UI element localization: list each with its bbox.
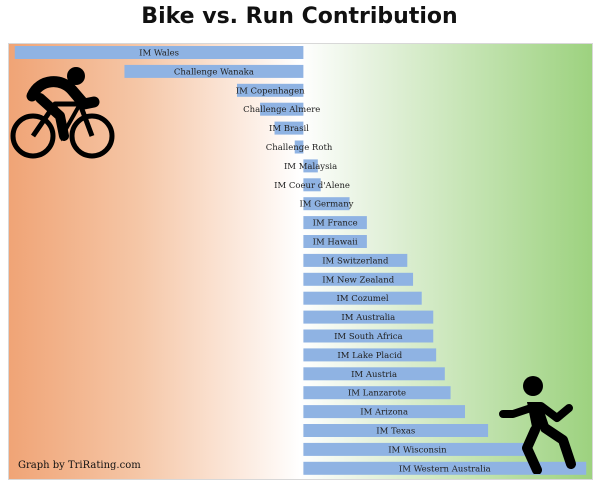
bar-im-arizona [303,405,466,419]
bar-im-hawaii [303,235,367,248]
bar-im-cozumel [303,291,422,305]
bar-challenge-wanaka [124,64,304,78]
bar-im-texas [303,424,489,437]
bar-im-western-australia [303,461,587,475]
bar-label: IM Texas [376,427,415,437]
bar-im-australia [303,310,434,324]
bar-im-south-africa [303,329,434,343]
bar-im-austria [303,367,445,381]
bar-im-wales [14,46,304,59]
runner-icon [499,376,576,474]
bar-label: IM Switzerland [322,256,389,266]
bar-im-lanzarote [303,386,451,400]
bar-label: IM Lanzarote [348,389,406,399]
bar-im-copenhagen [237,83,304,97]
bar-label: IM Wales [139,49,179,59]
bar-challenge-almere [260,102,304,116]
bar-im-malaysia [303,159,318,173]
bar-label: IM Malaysia [284,162,337,172]
bar-im-lake-placid [303,348,437,362]
bar-im-germany [303,197,350,211]
bar-label: IM France [313,219,358,229]
bar-label: IM Cozumel [336,294,388,304]
bar-label: IM Brasil [269,124,309,134]
bar-label: IM New Zealand [322,275,394,285]
plot-area: IM Wales Challenge Wanaka IM Copenhagen Cha… [8,43,593,480]
bar-label: IM Austria [351,370,397,380]
bar-label: IM Western Australia [399,464,491,474]
bar-chart: IM Wales Challenge Wanaka IM Copenhagen Cha… [14,46,587,475]
chart-title: Bike vs. Run Contribution [141,4,458,29]
bar-label: IM Coeur d'Alene [274,181,350,191]
bar-label: IM Hawaii [313,238,358,248]
bar-label: IM Arizona [360,408,408,418]
bar-label: IM Germany [299,200,353,210]
bar-label: IM South Africa [334,332,403,342]
bar-label: IM Lake Placid [337,351,402,361]
cyclist-icon [10,67,115,159]
credit-text: Graph by TriRating.com [18,460,141,471]
bar-im-coeur-d-alene [303,178,321,192]
bar-im-brasil [274,121,304,135]
bar-label: IM Australia [341,313,395,323]
bar-im-switzerland [303,253,408,267]
bar-label: IM Copenhagen [236,86,305,96]
bar-im-wisconsin [303,442,532,456]
bar-label: Challenge Almere [243,105,320,115]
bar-im-new-zealand [303,272,414,286]
bar-label: Challenge Roth [266,143,333,153]
bar-label: Challenge Wanaka [174,67,254,77]
bar-label: IM Wisconsin [388,445,447,455]
bar-challenge-roth [294,140,304,154]
bar-im-france [303,216,367,230]
